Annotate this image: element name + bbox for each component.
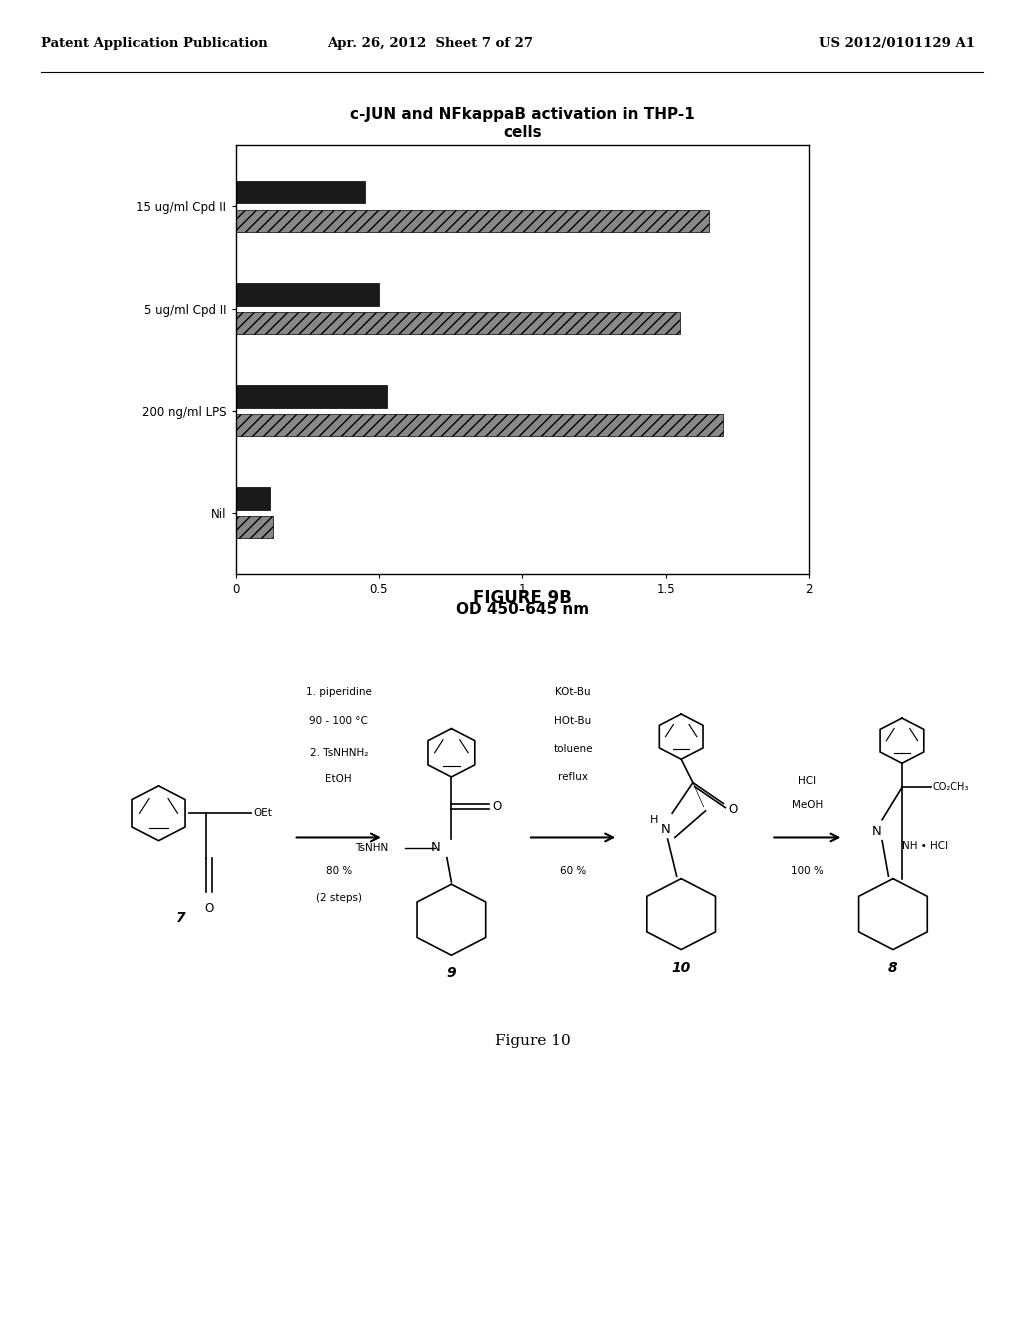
Bar [236,181,365,203]
Text: O: O [205,902,214,915]
Text: N: N [660,822,671,836]
Text: HCl: HCl [799,776,816,785]
Text: 8: 8 [888,961,898,975]
Bar [236,487,270,510]
Bar [236,414,723,437]
Text: O: O [493,800,502,813]
Text: 1. piperidine: 1. piperidine [306,688,372,697]
Text: 90 - 100 °C: 90 - 100 °C [309,715,369,726]
Text: toluene: toluene [553,743,593,754]
Text: reflux: reflux [558,772,588,781]
Text: 100 %: 100 % [791,866,823,876]
Bar [236,516,272,539]
Text: KOt-Bu: KOt-Bu [555,688,591,697]
Text: N: N [871,825,882,837]
Bar [236,385,387,408]
Text: H: H [650,814,658,825]
X-axis label: OD 450-645 nm: OD 450-645 nm [456,602,589,616]
Text: NH • HCl: NH • HCl [902,841,948,850]
Text: FIGURE 9B: FIGURE 9B [473,589,571,607]
Bar [236,282,379,305]
Bar [236,210,709,232]
Text: 10: 10 [672,961,691,975]
Text: Apr. 26, 2012  Sheet 7 of 27: Apr. 26, 2012 Sheet 7 of 27 [327,37,534,50]
Text: O: O [728,803,737,816]
Text: HOt-Bu: HOt-Bu [554,715,592,726]
Text: 9: 9 [446,966,456,979]
Text: Patent Application Publication: Patent Application Publication [41,37,267,50]
Text: (2 steps): (2 steps) [315,892,361,903]
Text: N: N [431,841,441,854]
Text: US 2012/0101129 A1: US 2012/0101129 A1 [819,37,975,50]
Text: CO₂CH₃: CO₂CH₃ [933,783,969,792]
Text: 7: 7 [176,911,185,925]
Text: 2. TsNHNH₂: 2. TsNHNH₂ [309,747,368,758]
Text: EtOH: EtOH [326,775,352,784]
Title: c-JUN and NFkappaB activation in THP-1
cells: c-JUN and NFkappaB activation in THP-1 c… [350,107,694,140]
Text: 60 %: 60 % [560,866,586,876]
Text: TsNHN: TsNHN [355,843,389,853]
Text: OEt: OEt [253,808,272,818]
Text: MeOH: MeOH [792,800,823,810]
Text: 80 %: 80 % [326,866,352,876]
Bar [236,312,680,334]
Text: Figure 10: Figure 10 [495,1035,570,1048]
